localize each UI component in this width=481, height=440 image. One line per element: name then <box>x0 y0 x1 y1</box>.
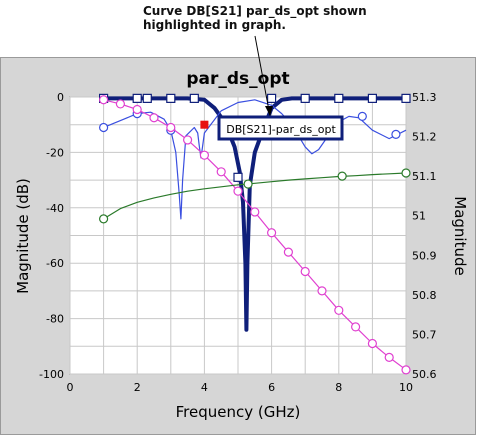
x-tick-label: 2 <box>134 381 141 394</box>
series-3 <box>98 95 411 375</box>
data-point-marker <box>401 168 411 178</box>
annotation-arrowhead <box>265 106 273 116</box>
y2-tick-label: 51.1 <box>412 170 437 183</box>
data-point-marker <box>250 207 260 217</box>
data-point-marker <box>98 95 109 105</box>
y-axis-label: Magnitude (dB) <box>14 178 32 294</box>
data-point-marker <box>300 266 310 277</box>
data-point-marker <box>98 214 109 224</box>
y-tick-label: -60 <box>46 257 64 270</box>
y2-tick-label: 51.2 <box>412 131 437 144</box>
x-tick-label: 4 <box>201 381 208 394</box>
x-tick-labels: 0 2 4 6 8 10 <box>67 381 414 394</box>
data-point-marker <box>283 247 293 257</box>
data-point-marker <box>142 93 152 103</box>
y2-tick-labels: 51.3 51.2 51.1 51 50.9 50.8 50.7 50.6 <box>412 91 437 381</box>
x-tick-label: 6 <box>268 381 275 394</box>
x-tick-label: 8 <box>335 381 342 394</box>
x-tick-label: 10 <box>399 381 413 394</box>
data-point-marker <box>337 171 347 181</box>
y-tick-labels: 0 -20 -40 -60 -80 -100 <box>39 91 64 381</box>
data-point-marker <box>367 93 377 103</box>
y-tick-label: -80 <box>46 313 64 326</box>
data-point-marker <box>233 186 243 196</box>
annotation-line-2: highlighted in graph. <box>143 18 286 32</box>
x-axis-label: Frequency (GHz) <box>176 403 301 421</box>
chart-title: par_ds_opt <box>186 69 289 89</box>
x-tick-label: 0 <box>67 381 74 394</box>
tooltip-box <box>217 115 344 141</box>
y2-tick-label: 50.6 <box>412 368 437 381</box>
data-point-marker <box>243 179 253 189</box>
series-layer <box>98 93 411 375</box>
data-point-marker <box>267 93 277 103</box>
series-line <box>103 172 407 220</box>
data-point-marker <box>334 305 344 315</box>
annotation-line-1: Curve DB[S21] par_ds_opt shown <box>143 4 367 18</box>
y2-tick-label: 50.9 <box>412 249 437 262</box>
annotation-callout: Curve DB[S21] par_ds_opt shown highlight… <box>143 4 443 32</box>
y2-axis-label: Magnitude <box>451 196 469 275</box>
series-1 <box>98 93 411 332</box>
data-point-marker <box>115 99 126 109</box>
y2-tick-label: 51.3 <box>412 91 437 104</box>
data-point-marker <box>149 113 159 123</box>
y-tick-label: 0 <box>57 91 64 104</box>
data-point-marker <box>334 93 344 103</box>
data-point-marker <box>132 93 142 103</box>
data-point-marker <box>199 150 209 160</box>
series-4 <box>98 168 411 224</box>
data-point-marker <box>300 93 310 103</box>
data-point-marker <box>357 111 367 121</box>
data-point-marker <box>351 322 361 332</box>
data-point-marker <box>367 338 377 349</box>
y2-tick-label: 50.8 <box>412 289 437 302</box>
data-point-marker <box>132 104 142 115</box>
y2-tick-label: 50.7 <box>412 328 437 341</box>
data-point-marker <box>189 93 199 103</box>
data-point-marker <box>391 129 401 139</box>
data-point-marker <box>384 352 394 362</box>
data-point-marker <box>166 93 176 103</box>
data-point-marker <box>233 172 243 182</box>
data-point-marker <box>216 167 226 177</box>
data-point-marker <box>267 228 277 238</box>
y-tick-label: -20 <box>46 146 64 159</box>
tooltip-label: DB[S21]-par_ds_opt <box>226 123 336 136</box>
y-tick-label: -40 <box>46 202 64 215</box>
y-tick-label: -100 <box>39 368 64 381</box>
data-point-marker <box>401 365 411 375</box>
data-point-marker <box>166 122 176 133</box>
data-point-marker <box>317 286 327 296</box>
y2-tick-label: 51 <box>412 210 426 223</box>
data-point-marker <box>401 93 411 103</box>
tooltip: DB[S21]-par_ds_opt <box>217 115 344 141</box>
selected-point-marker <box>200 120 209 129</box>
annotation-pointer <box>254 35 271 117</box>
data-point-marker <box>98 122 109 133</box>
data-point-marker <box>183 135 193 145</box>
